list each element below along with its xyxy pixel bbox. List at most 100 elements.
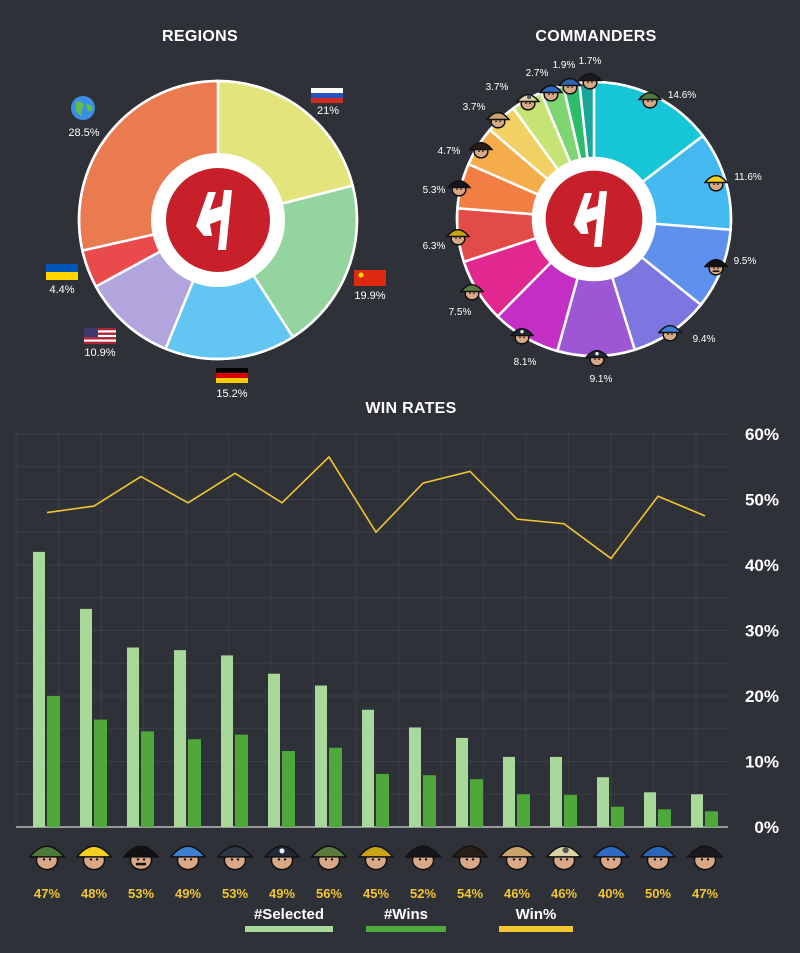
bar-chart-grid: [15, 433, 728, 828]
wins-bar: [282, 751, 295, 827]
win-rate-polyline: [46, 455, 706, 560]
y-tick-label: 30%: [745, 622, 779, 641]
commander-share-label: 9.1%: [590, 374, 613, 385]
win-rate-label: 45%: [363, 886, 389, 901]
y-axis: 60% 50% 40% 30% 20% 10% 0%: [745, 425, 779, 837]
blue-beret-commander-icon: [169, 845, 207, 871]
green-cap-commander-icon: [310, 845, 348, 871]
selected-bar: [268, 673, 280, 827]
black-cap-commander-icon: [577, 72, 603, 90]
blue-beret-commander-icon: [657, 324, 683, 342]
officer-cap-commander-icon: [509, 327, 535, 345]
black-beanie-commander-icon: [446, 179, 472, 197]
win-rate-label: 47%: [692, 886, 718, 901]
black-beanie-commander-icon: [404, 845, 442, 871]
win-rate-label: 53%: [128, 886, 154, 901]
commander-share-label: 1.9%: [553, 60, 576, 71]
win-rates-title: WIN RATES: [365, 400, 456, 417]
wins-bar: [141, 731, 154, 827]
wins-bar: [47, 696, 60, 827]
usa-flag: [84, 328, 116, 345]
selected-bar: [174, 650, 186, 827]
yellow-hardhat-commander-icon: [703, 174, 729, 192]
selected-bar: [691, 794, 703, 827]
wins-bar: [188, 739, 201, 827]
commander-share-label: 3.7%: [486, 82, 509, 93]
selected-bar: [221, 655, 233, 827]
wins-bar: [564, 794, 577, 827]
commander-share-label: 14.6%: [668, 90, 696, 101]
pie-outline: [77, 79, 359, 361]
black-cap-commander-icon: [686, 845, 724, 871]
commanders-title: COMMANDERS: [535, 28, 656, 45]
selected-bar: [315, 685, 327, 827]
win-rate-label: 48%: [81, 886, 107, 901]
legend-label: #Wins: [384, 906, 428, 923]
fur-hat-commander-icon: [485, 111, 511, 129]
wins-bar: [376, 773, 389, 827]
win-rate-label: 50%: [645, 886, 671, 901]
win-rate-label: 40%: [598, 886, 624, 901]
selected-bar: [409, 727, 421, 827]
commander-share-label: 5.3%: [423, 185, 446, 196]
legend: #Selected #Wins Win%: [245, 906, 573, 932]
logo-mark: [196, 190, 232, 250]
legend-swatch: [499, 926, 573, 932]
bar-chart-bars: [33, 551, 718, 827]
blue-helmet-commander-icon: [538, 84, 564, 102]
commander-share-label: 11.6%: [734, 172, 762, 183]
legend-swatch: [245, 926, 333, 932]
commanders-labels: 14.6% 11.6% 9.5% 9.4% 9.1% 8.1% 7.5% 6.3% 5.3% 4.…: [423, 56, 762, 385]
gold-helmet-commander-icon: [445, 228, 471, 246]
russia-flag: [311, 88, 343, 103]
win-rate-label: 56%: [316, 886, 342, 901]
star-cap-commander-icon: [584, 349, 610, 367]
legend-swatch: [366, 926, 446, 932]
commander-share-label: 4.7%: [438, 146, 461, 157]
selected-bar: [80, 608, 92, 827]
logo-mark: [573, 191, 608, 247]
wins-bar: [423, 775, 436, 827]
fur-officer-hat-commander-icon: [216, 845, 254, 871]
y-tick-label: 0%: [754, 818, 779, 837]
wins-bar: [94, 719, 107, 827]
selected-bar: [597, 777, 609, 827]
commander-share-label: 1.7%: [579, 56, 602, 67]
region-share-label: 4.4%: [49, 284, 74, 296]
gold-helmet-commander-icon: [357, 845, 395, 871]
ukraine-flag: [46, 264, 78, 280]
skull-helmet-commander-icon: [515, 93, 541, 111]
win-rate-line: [46, 455, 706, 560]
region-share-label: 15.2%: [216, 388, 247, 400]
region-share-label: 10.9%: [84, 347, 115, 359]
y-tick-label: 10%: [745, 753, 779, 772]
selected-bar: [362, 709, 374, 827]
win-rate-label: 49%: [269, 886, 295, 901]
selected-bar: [33, 551, 45, 827]
legend-label: #Selected: [254, 906, 324, 923]
green-helmet-commander-icon: [28, 845, 66, 871]
commander-icon-row: [28, 845, 724, 871]
wins-bar: [658, 809, 671, 827]
commander-share-label: 3.7%: [463, 102, 486, 113]
commander-share-label: 9.5%: [734, 256, 757, 267]
wins-bar: [235, 734, 248, 827]
win-rate-labels: 47% 48% 53% 49% 53% 49% 56% 45% 52% 54% 46% 46% 40% 5…: [34, 886, 718, 901]
y-tick-label: 60%: [745, 425, 779, 444]
commander-share-label: 8.1%: [514, 357, 537, 368]
win-rate-label: 46%: [504, 886, 530, 901]
black-hat-mustache-commander-icon: [122, 845, 160, 871]
commander-share-label: 2.7%: [526, 68, 549, 79]
globe-icon: [71, 96, 95, 120]
selected-bar: [644, 792, 656, 827]
yellow-hardhat-commander-icon: [75, 845, 113, 871]
china-flag: [354, 270, 386, 286]
win-rate-label: 46%: [551, 886, 577, 901]
commander-share-label: 9.4%: [693, 334, 716, 345]
wins-bar: [517, 794, 530, 827]
commander-share-label: 6.3%: [423, 241, 446, 252]
aviator-commander-icon: [468, 141, 494, 159]
wins-bar: [470, 779, 483, 827]
y-tick-label: 50%: [745, 491, 779, 510]
selected-bar: [550, 756, 562, 827]
